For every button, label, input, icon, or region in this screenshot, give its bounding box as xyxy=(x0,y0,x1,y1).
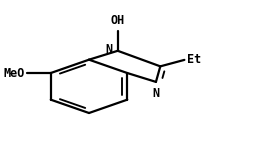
Text: N: N xyxy=(152,87,160,100)
Text: N: N xyxy=(105,43,112,56)
Text: OH: OH xyxy=(111,14,125,27)
Text: Et: Et xyxy=(187,53,201,66)
Text: MeO: MeO xyxy=(4,67,25,80)
